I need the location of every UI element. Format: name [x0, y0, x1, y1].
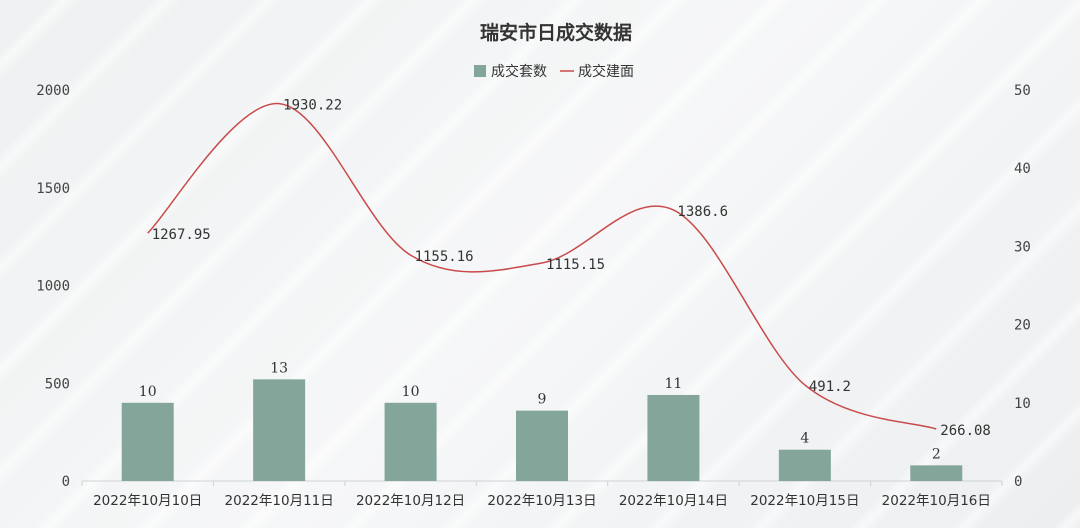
y-axis-left: 0 500 1000 1500 2000 [36, 83, 70, 490]
line-data-label: 266.08 [940, 423, 991, 439]
line-data-label: 1930.22 [283, 98, 342, 114]
x-tick-label: 2022年10月14日 [619, 493, 728, 509]
bar[interactable] [647, 394, 700, 481]
bar[interactable] [516, 410, 568, 481]
line-series: 1267.95 1930.22 1155.16 1115.15 1386.6 491.2 2… [147, 98, 991, 439]
bar[interactable] [253, 379, 306, 481]
bar-data-label: 13 [270, 360, 288, 376]
x-tick-label: 2022年10月13日 [487, 493, 596, 509]
x-axis: 2022年10月10日 2022年10月11日 2022年10月12日 2022年10… [81, 481, 1003, 509]
x-tick-label: 2022年10月11日 [225, 493, 334, 509]
line-data-label: 1386.6 [677, 204, 728, 220]
bar-data-label: 4 [800, 431, 809, 447]
y-left-tick-label: 1500 [36, 181, 70, 197]
chart-title: 瑞安市日成交数据 [480, 21, 632, 44]
legend-label-bars: 成交套数 [491, 63, 547, 80]
y-right-tick-label: 40 [1014, 161, 1031, 177]
y-right-tick-label: 50 [1014, 83, 1031, 99]
bar-data-label: 11 [665, 376, 683, 392]
x-tick-label: 2022年10月15日 [750, 493, 859, 509]
bar-data-label: 9 [538, 392, 547, 408]
y-left-tick-label: 1000 [36, 279, 70, 295]
legend-swatch-bars [474, 65, 486, 77]
bar[interactable] [778, 449, 831, 481]
y-right-tick-label: 0 [1014, 474, 1022, 490]
x-tick-label: 2022年10月12日 [356, 493, 465, 509]
y-right-tick-label: 10 [1014, 396, 1031, 412]
bar[interactable] [910, 465, 963, 481]
line-series-path[interactable] [147, 102, 937, 430]
bar-data-label: 2 [932, 446, 941, 462]
bar-data-label: 10 [402, 384, 420, 400]
line-data-label: 1155.16 [415, 249, 474, 265]
y-right-tick-label: 20 [1014, 318, 1031, 334]
bar[interactable] [121, 402, 174, 481]
bar[interactable] [384, 402, 437, 481]
y-left-tick-label: 2000 [36, 83, 70, 99]
bar-data-label: 10 [139, 384, 157, 400]
line-data-label: 1115.15 [546, 257, 605, 273]
y-left-tick-label: 0 [62, 474, 70, 490]
legend-label-line: 成交建面 [578, 63, 634, 80]
y-left-tick-label: 500 [45, 376, 70, 392]
y-axis-right: 0 10 20 30 40 50 [1014, 83, 1031, 490]
line-data-label: 1267.95 [152, 227, 211, 243]
y-right-tick-label: 30 [1014, 239, 1031, 255]
x-tick-label: 2022年10月16日 [882, 493, 991, 509]
bar-series: 10 13 10 9 11 4 2 [121, 360, 963, 481]
legend[interactable]: 成交套数 成交建面 [474, 63, 634, 80]
x-tick-label: 2022年10月10日 [93, 493, 202, 509]
line-data-label: 491.2 [809, 379, 851, 395]
